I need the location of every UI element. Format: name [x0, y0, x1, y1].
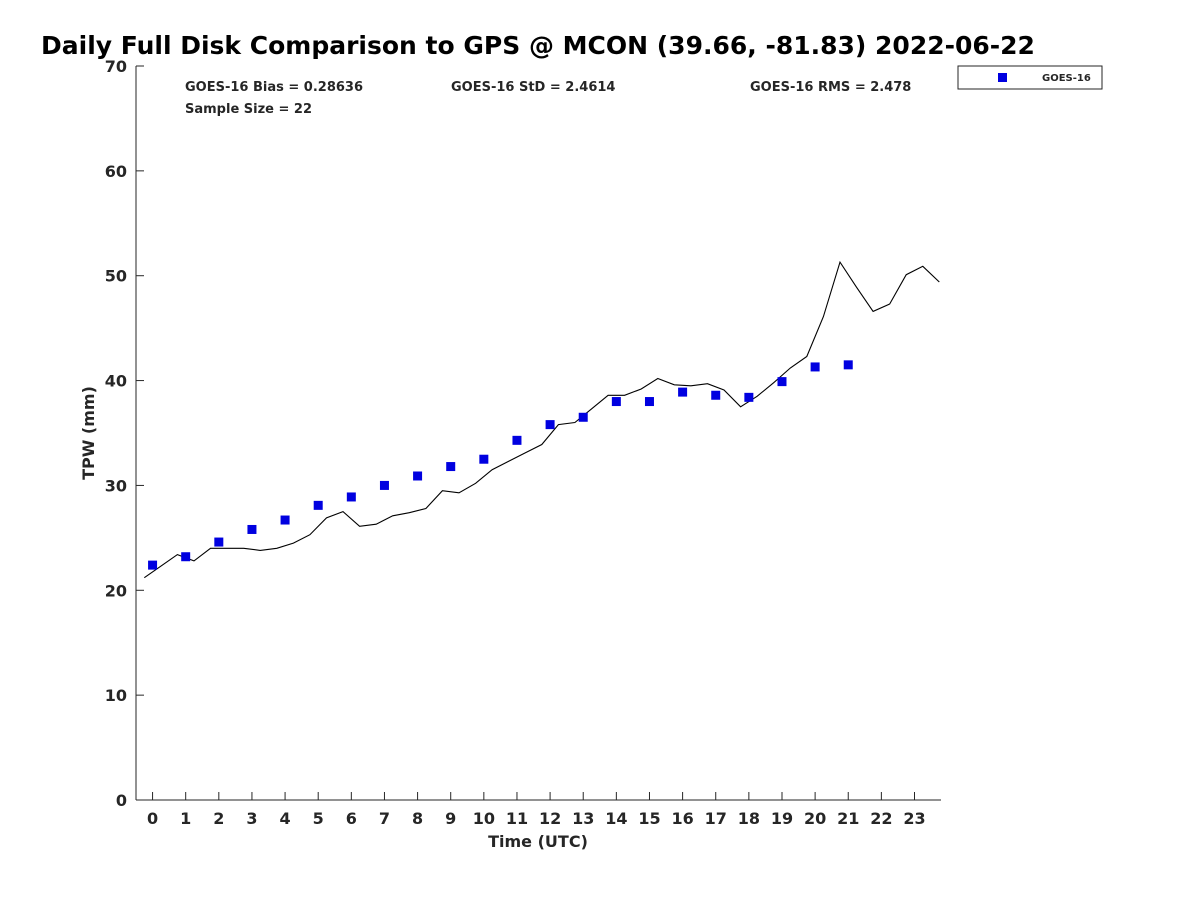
- goes16-point: [644, 397, 654, 407]
- gps-line-layer: [143, 260, 940, 579]
- goes16-marker-layer: [148, 360, 853, 570]
- x-tick-label: 1: [180, 809, 191, 828]
- sample-size-stat: Sample Size = 22: [185, 102, 312, 117]
- goes16-point: [313, 500, 323, 510]
- x-tick-label: 11: [506, 809, 528, 828]
- gps-tpw-line: [143, 260, 940, 579]
- x-tick-label: 14: [605, 809, 627, 828]
- goes16-point: [346, 492, 356, 502]
- x-tick-label: 22: [870, 809, 892, 828]
- x-tick-label: 4: [280, 809, 291, 828]
- goes16-point: [214, 537, 224, 547]
- goes16-point: [744, 392, 754, 402]
- goes16-point: [181, 552, 191, 562]
- goes16-point: [611, 397, 621, 407]
- x-tick-label: 17: [705, 809, 727, 828]
- bias-stat: GOES-16 Bias = 0.28636: [185, 80, 363, 95]
- goes16-point: [578, 412, 588, 422]
- x-tick-label: 20: [804, 809, 826, 828]
- x-tick-label: 10: [473, 809, 495, 828]
- x-tick-label: 13: [572, 809, 594, 828]
- x-tick-label: 8: [412, 809, 423, 828]
- y-tick-label: 70: [105, 57, 127, 76]
- goes16-point: [280, 515, 290, 525]
- goes16-point: [512, 435, 522, 445]
- legend: GOES-16: [957, 65, 1103, 90]
- std-stat: GOES-16 StD = 2.4614: [451, 80, 615, 95]
- y-tick-label: 0: [116, 791, 127, 810]
- x-tick-label: 23: [903, 809, 925, 828]
- y-tick-label: 30: [105, 476, 127, 495]
- x-tick-label: 19: [771, 809, 793, 828]
- goes16-point: [843, 360, 853, 370]
- goes16-point: [678, 387, 688, 397]
- legend-marker-goes16: [998, 73, 1007, 82]
- legend-label-goes16: GOES-16: [1042, 73, 1091, 84]
- x-tick-label: 18: [738, 809, 760, 828]
- goes16-point: [711, 390, 721, 400]
- x-tick-label: 9: [445, 809, 456, 828]
- goes16-point: [247, 524, 257, 534]
- y-tick-label: 10: [105, 686, 127, 705]
- chart-title: Daily Full Disk Comparison to GPS @ MCON…: [41, 31, 1035, 60]
- goes16-point: [148, 560, 158, 570]
- legend-box: [957, 65, 1103, 90]
- goes16-point: [379, 480, 389, 490]
- y-tick-label: 60: [105, 162, 127, 181]
- x-tick-label: 0: [147, 809, 158, 828]
- goes16-point: [810, 362, 820, 372]
- x-tick-label: 15: [638, 809, 660, 828]
- x-tick-label: 3: [246, 809, 257, 828]
- x-tick-label: 5: [313, 809, 324, 828]
- y-axis-label: TPW (mm): [79, 386, 98, 480]
- x-tick-label: 16: [671, 809, 693, 828]
- plot-area: [136, 66, 941, 800]
- goes16-point: [446, 462, 456, 472]
- y-tick-label: 50: [105, 267, 127, 286]
- goes16-point: [413, 471, 423, 481]
- goes16-point: [479, 454, 489, 464]
- x-tick-label: 2: [213, 809, 224, 828]
- goes16-point: [545, 420, 555, 430]
- y-tick-label: 40: [105, 372, 127, 391]
- x-tick-label: 7: [379, 809, 390, 828]
- x-tick-label: 12: [539, 809, 561, 828]
- x-axis-label: Time (UTC): [488, 832, 588, 851]
- y-tick-label: 20: [105, 581, 127, 600]
- goes16-point: [777, 377, 787, 387]
- x-tick-label: 21: [837, 809, 859, 828]
- x-tick-label: 6: [346, 809, 357, 828]
- rms-stat: GOES-16 RMS = 2.478: [750, 80, 911, 95]
